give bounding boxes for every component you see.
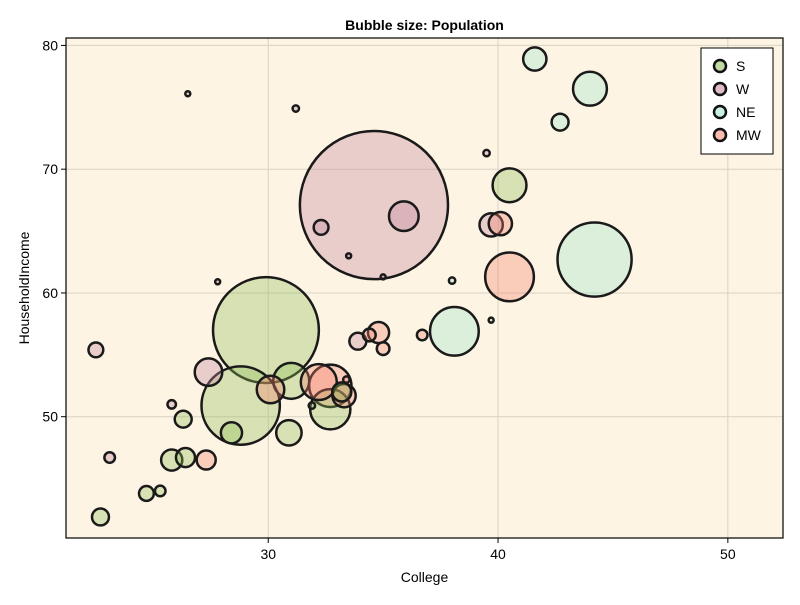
x-tick-label: 40	[490, 546, 506, 562]
plot-area	[66, 38, 783, 538]
bubble-ne	[556, 221, 633, 298]
legend-label-s: S	[736, 58, 745, 74]
bubble-s	[307, 401, 317, 410]
legend-label-mw: MW	[736, 127, 762, 143]
legend-marker-w	[712, 81, 728, 97]
bubble-w	[291, 104, 301, 113]
bubble-s	[90, 507, 111, 527]
bubble-mw	[487, 210, 514, 237]
bubble-w	[387, 200, 420, 233]
legend-marker-s	[712, 58, 728, 74]
bubble-s	[174, 446, 197, 469]
bubble-s	[219, 420, 244, 445]
bubble-w	[166, 398, 178, 410]
y-tick-label: 50	[42, 409, 58, 425]
bubble-w	[103, 451, 117, 465]
bubble-mw	[415, 328, 429, 342]
plot-frame	[65, 37, 784, 539]
bubble-ne	[428, 305, 480, 357]
x-axis-label: College	[401, 569, 449, 585]
bubble-mw	[361, 327, 377, 343]
grid-lines	[66, 38, 783, 538]
bubble-s	[271, 361, 311, 401]
bubble-mw	[375, 341, 391, 357]
legend-label-w: W	[736, 81, 750, 97]
bubble-s	[211, 275, 321, 385]
bubble-mw	[341, 375, 351, 385]
y-tick-label: 70	[42, 161, 58, 177]
bubble-mw	[255, 374, 286, 405]
bubble-s	[330, 381, 353, 403]
x-tick-label: 50	[720, 546, 736, 562]
bubble-s	[173, 409, 193, 429]
bubble-layer	[87, 46, 633, 527]
bubble-w	[298, 129, 450, 281]
bubble-w	[344, 252, 353, 260]
legend: SW NE MW	[700, 47, 774, 155]
bubble-w	[379, 273, 387, 281]
bubble-w	[312, 218, 330, 237]
bubble-w	[478, 211, 505, 238]
x-tick-label: 30	[260, 546, 276, 562]
bubble-w	[482, 148, 491, 158]
legend-marker-ne	[712, 104, 728, 120]
bubble-w	[213, 278, 222, 286]
bubble-w	[87, 341, 105, 359]
bubble-w	[184, 89, 192, 98]
axis-ticks: 30 40 50 50 60 70 80	[42, 37, 735, 562]
legend-label-ne: NE	[736, 104, 755, 120]
bubble-mw	[299, 362, 339, 402]
bubble-mw	[483, 251, 536, 303]
bubble-ne	[521, 46, 548, 72]
y-tick-label: 80	[42, 37, 58, 53]
bubble-mw	[195, 449, 217, 471]
bubble-s	[200, 365, 282, 446]
bubble-ne	[571, 70, 609, 107]
y-tick-label: 60	[42, 285, 58, 301]
bubble-s	[153, 484, 167, 498]
bubble-s	[274, 418, 303, 447]
bubble-s	[491, 167, 528, 204]
bubble-w	[193, 357, 224, 388]
bubble-ne	[550, 112, 570, 132]
chart-title: Bubble size: Population	[345, 17, 504, 33]
bubble-s	[137, 484, 156, 503]
legend-marker-mw	[712, 127, 728, 143]
bubble-ne	[447, 276, 457, 285]
y-axis-label: HouseholdIncome	[16, 231, 32, 344]
bubble-ne	[487, 316, 495, 324]
